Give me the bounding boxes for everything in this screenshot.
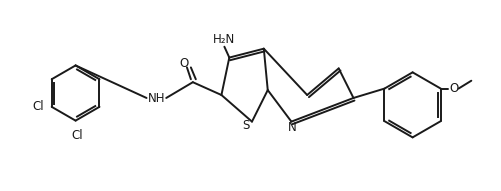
Text: NH: NH: [148, 92, 165, 105]
Text: Cl: Cl: [72, 129, 83, 142]
Text: N: N: [288, 121, 297, 134]
Text: Cl: Cl: [32, 100, 44, 113]
Text: O: O: [449, 82, 458, 95]
Text: H₂N: H₂N: [213, 33, 235, 46]
Text: O: O: [179, 57, 188, 70]
Text: S: S: [242, 119, 250, 132]
